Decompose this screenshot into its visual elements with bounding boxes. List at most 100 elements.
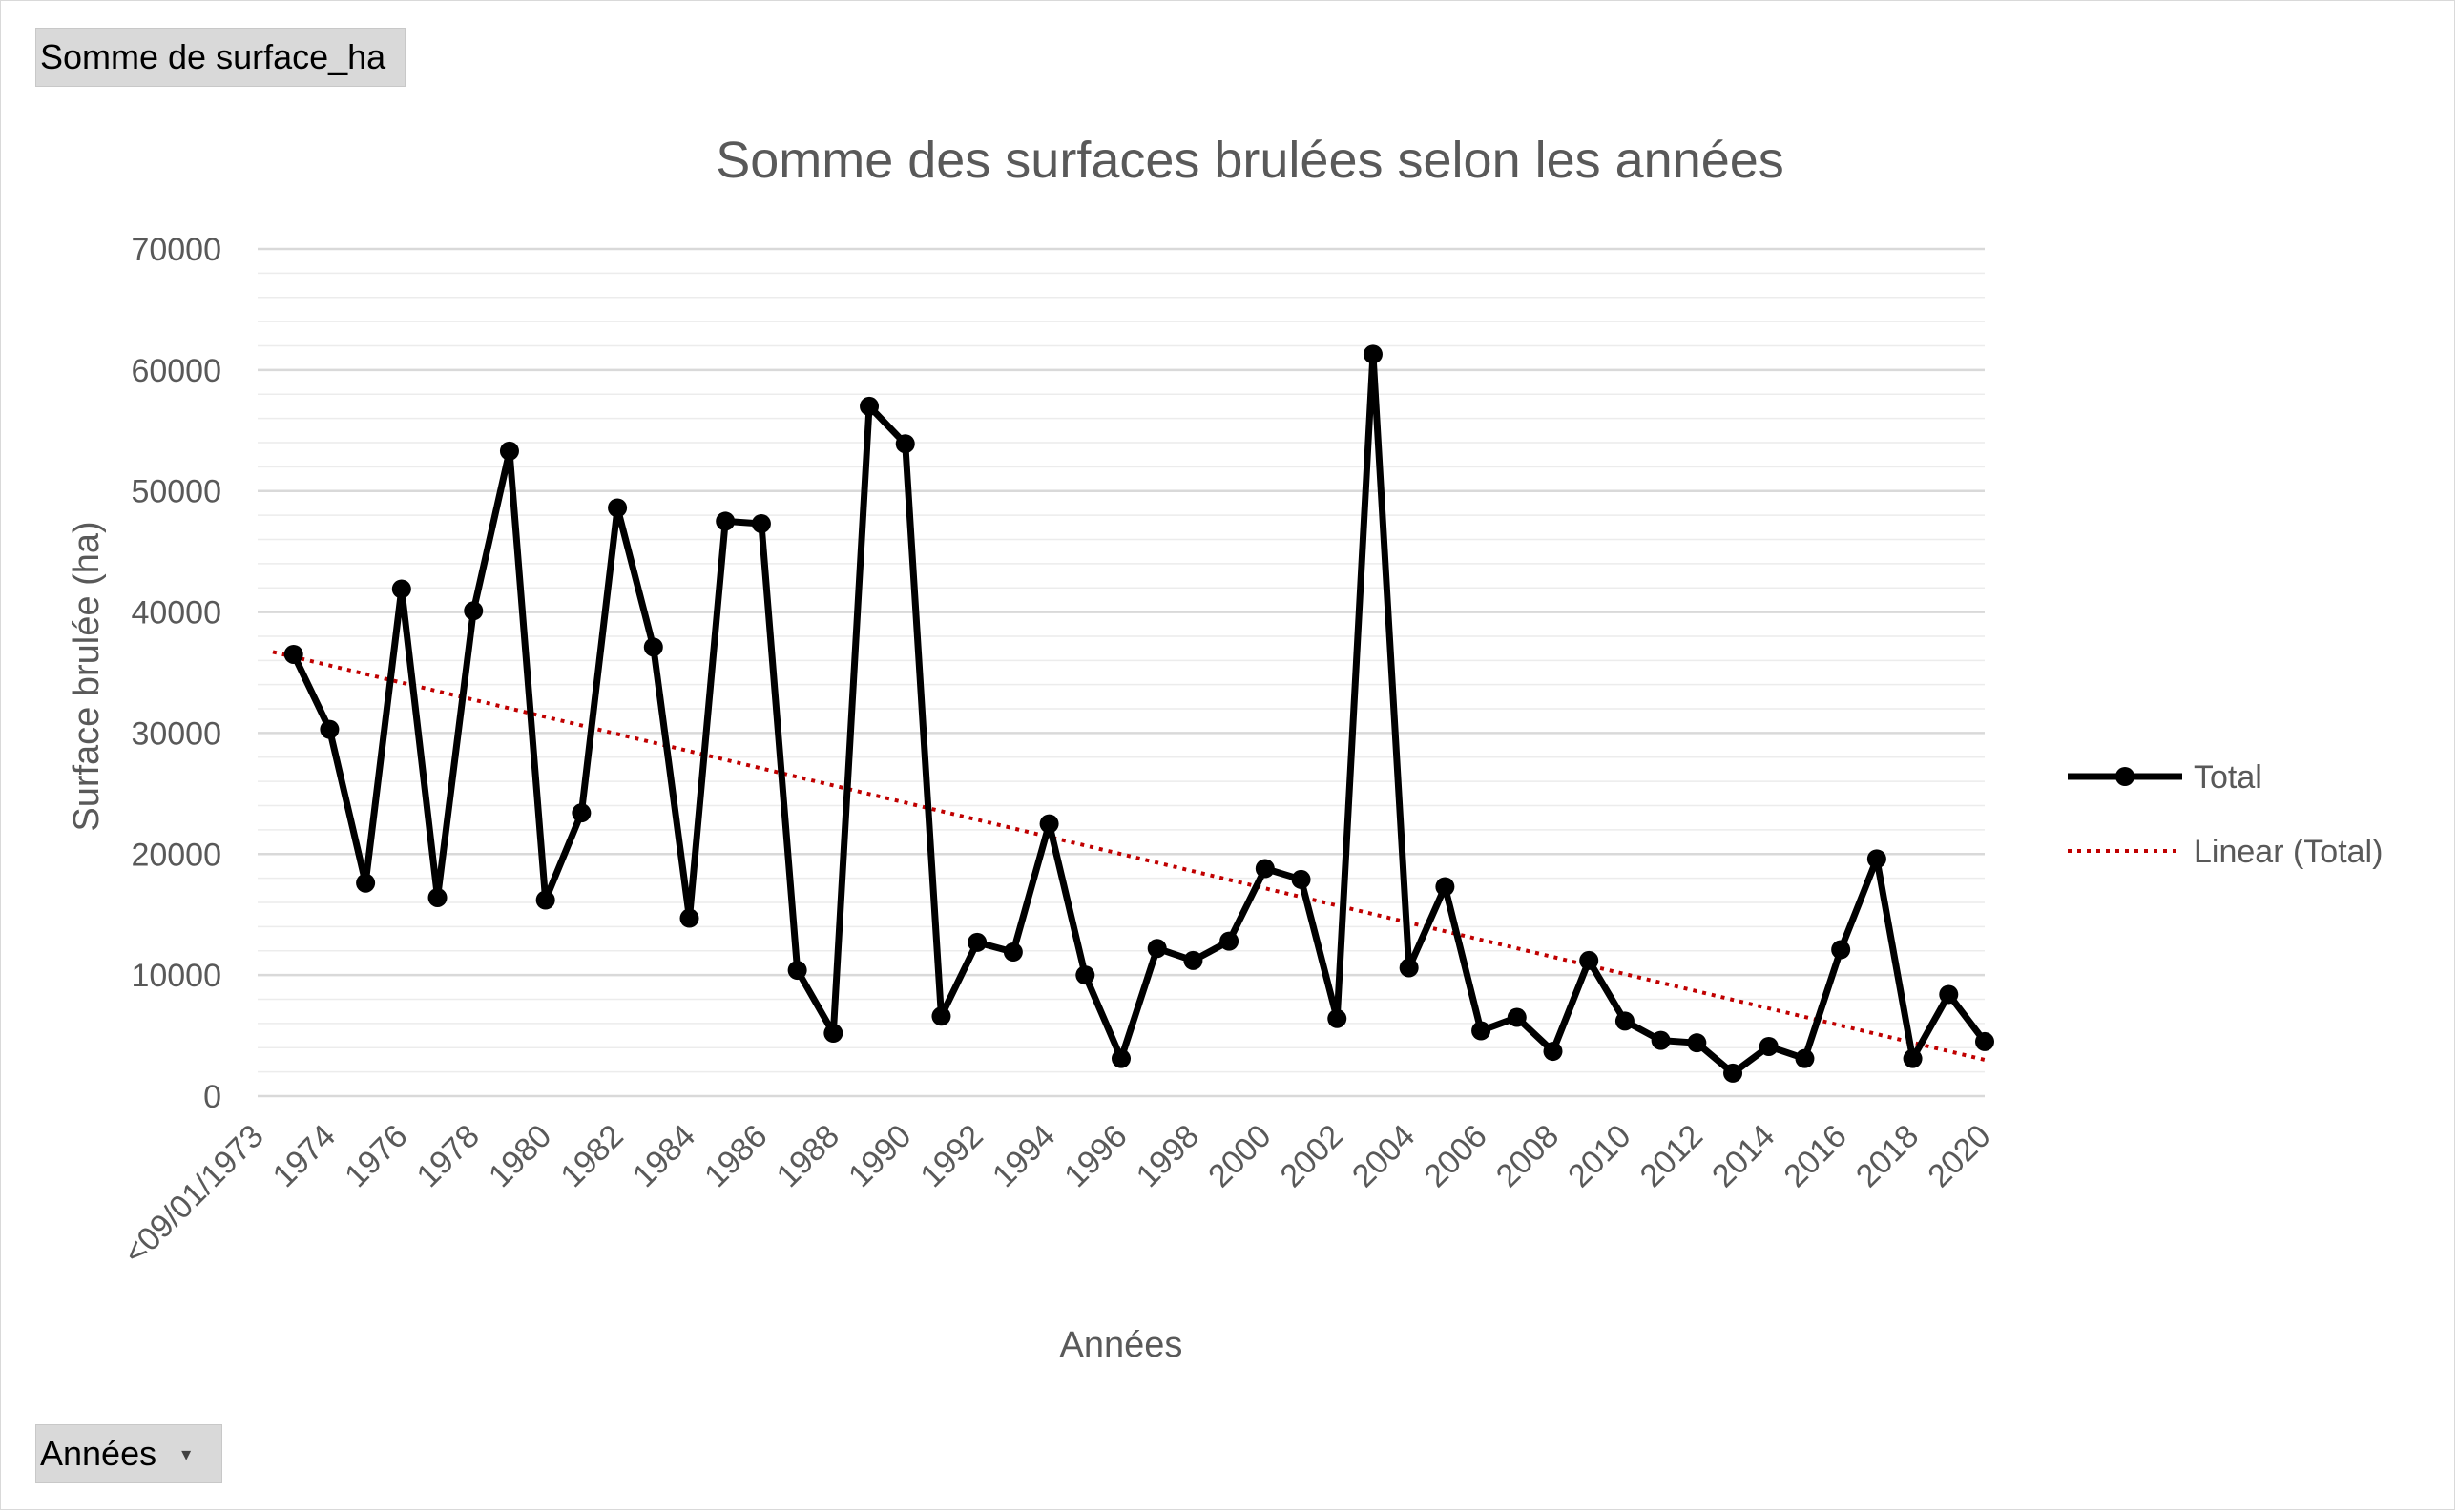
data-point bbox=[1614, 1011, 1635, 1031]
data-point bbox=[679, 908, 699, 928]
value-field-label: Somme de surface_ha bbox=[40, 37, 386, 76]
axis-field-button[interactable]: Années ▾ bbox=[35, 1424, 222, 1483]
legend-total-marker bbox=[2115, 767, 2134, 786]
x-tick-label: 1986 bbox=[698, 1118, 774, 1194]
x-tick-label: 1996 bbox=[1057, 1118, 1134, 1194]
x-tick-label: 2014 bbox=[1705, 1118, 1781, 1194]
data-point bbox=[320, 719, 340, 739]
x-tick-label: 1998 bbox=[1130, 1118, 1206, 1194]
x-tick-label: 2006 bbox=[1417, 1118, 1493, 1194]
data-point bbox=[1291, 869, 1311, 889]
value-field-button[interactable]: Somme de surface_ha bbox=[35, 28, 406, 87]
data-point bbox=[1075, 965, 1095, 985]
x-tick-label: 1982 bbox=[553, 1118, 630, 1194]
data-point bbox=[1507, 1007, 1527, 1027]
x-axis-ticks: <09/01/197319741976197819801982198419861… bbox=[116, 1118, 1997, 1272]
data-point bbox=[1399, 958, 1419, 978]
legend: Total Linear (Total) bbox=[2068, 759, 2383, 870]
y-tick-label: 40000 bbox=[131, 595, 221, 632]
data-point bbox=[1975, 1031, 1994, 1051]
data-point bbox=[1003, 942, 1023, 963]
y-tick-label: 20000 bbox=[131, 837, 221, 873]
dropdown-arrow-icon[interactable]: ▾ bbox=[181, 1443, 192, 1465]
data-point bbox=[427, 887, 448, 907]
x-tick-label: 1992 bbox=[913, 1118, 989, 1194]
data-point bbox=[1579, 950, 1599, 970]
x-axis-label: Années bbox=[1060, 1325, 1183, 1365]
x-tick-label: 1984 bbox=[626, 1118, 702, 1194]
x-tick-label: 1974 bbox=[266, 1118, 343, 1194]
x-tick-label: 1978 bbox=[410, 1118, 487, 1194]
data-point bbox=[1255, 859, 1275, 879]
x-tick-label: 1976 bbox=[338, 1118, 414, 1194]
y-tick-label: 50000 bbox=[131, 474, 221, 510]
series-total bbox=[283, 344, 1994, 1083]
data-point bbox=[860, 396, 880, 416]
legend-total-label: Total bbox=[2194, 759, 2262, 796]
y-tick-label: 0 bbox=[203, 1079, 221, 1115]
data-point bbox=[464, 601, 484, 621]
data-point bbox=[931, 1006, 951, 1026]
y-tick-label: 30000 bbox=[131, 715, 221, 752]
data-point bbox=[535, 890, 555, 910]
data-point bbox=[1866, 849, 1886, 869]
data-point bbox=[572, 803, 592, 823]
data-point bbox=[1147, 939, 1167, 959]
data-point bbox=[1435, 877, 1455, 897]
data-point bbox=[1759, 1036, 1779, 1056]
data-point bbox=[1471, 1021, 1491, 1041]
x-tick-label: 2010 bbox=[1561, 1118, 1637, 1194]
y-axis-ticks: 0 10000 20000 30000 40000 50000 60000 70000 bbox=[131, 232, 221, 1115]
data-point bbox=[1795, 1048, 1815, 1068]
data-point bbox=[608, 498, 628, 518]
x-tick-label: 2012 bbox=[1634, 1118, 1710, 1194]
data-point bbox=[1723, 1063, 1743, 1083]
data-point bbox=[499, 441, 519, 461]
data-point bbox=[1543, 1042, 1563, 1062]
x-tick-label: 2002 bbox=[1274, 1118, 1350, 1194]
x-tick-label: 2018 bbox=[1849, 1118, 1926, 1194]
y-axis-label: Surface brulée (ha) bbox=[67, 521, 107, 831]
y-tick-label: 10000 bbox=[131, 958, 221, 994]
chart-title: Somme des surfaces brulées selon les ann… bbox=[716, 132, 1784, 189]
trendline-path bbox=[272, 650, 1986, 1062]
y-tick-label: 60000 bbox=[131, 353, 221, 389]
data-point bbox=[1831, 940, 1851, 960]
x-tick-label: 1980 bbox=[482, 1118, 558, 1194]
gridlines bbox=[258, 247, 1985, 1098]
data-point bbox=[1903, 1048, 1923, 1068]
data-point bbox=[1363, 344, 1383, 364]
trendline bbox=[272, 650, 1986, 1062]
data-point bbox=[1651, 1030, 1671, 1050]
x-tick-label: <09/01/1973 bbox=[116, 1118, 270, 1272]
data-point bbox=[1112, 1048, 1131, 1068]
x-tick-label: 2000 bbox=[1201, 1118, 1278, 1194]
x-tick-label: 2020 bbox=[1921, 1118, 1997, 1194]
x-tick-label: 2004 bbox=[1345, 1118, 1422, 1194]
x-tick-label: 1990 bbox=[842, 1118, 918, 1194]
data-point bbox=[643, 637, 663, 657]
data-point bbox=[283, 644, 303, 664]
data-point bbox=[1939, 984, 1959, 1005]
data-point bbox=[716, 511, 736, 531]
data-point bbox=[968, 932, 988, 952]
series-line bbox=[290, 350, 1988, 1077]
data-point bbox=[751, 513, 771, 533]
data-point bbox=[1219, 931, 1239, 951]
data-point bbox=[1327, 1008, 1347, 1028]
axis-field-label: Années bbox=[40, 1434, 157, 1473]
data-point bbox=[1039, 814, 1059, 834]
x-tick-label: 1988 bbox=[770, 1118, 846, 1194]
data-point bbox=[1687, 1033, 1707, 1053]
data-point bbox=[895, 434, 915, 454]
x-tick-label: 1994 bbox=[986, 1118, 1062, 1194]
legend-trend-label: Linear (Total) bbox=[2194, 834, 2383, 870]
data-point bbox=[1183, 950, 1203, 970]
x-tick-label: 2008 bbox=[1489, 1118, 1566, 1194]
data-point bbox=[391, 579, 411, 599]
data-point bbox=[356, 873, 376, 893]
data-point bbox=[823, 1024, 843, 1044]
data-point bbox=[787, 961, 807, 981]
